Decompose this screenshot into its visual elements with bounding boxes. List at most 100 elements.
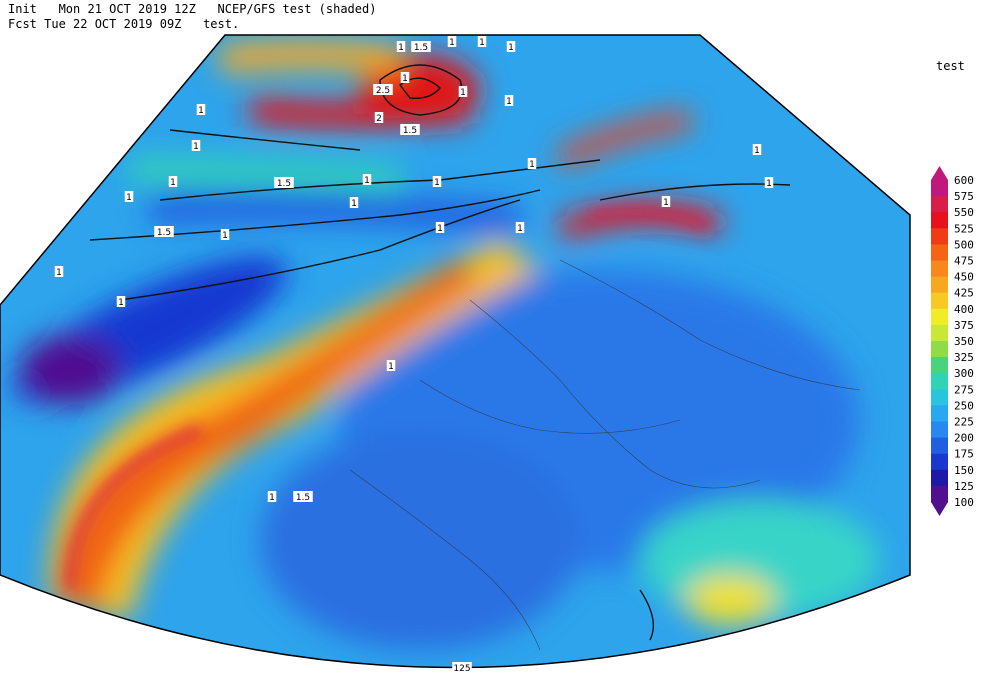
contour-label-box	[477, 36, 487, 47]
contour-label-box	[168, 176, 178, 187]
contour-label-box	[349, 197, 359, 208]
contour-label-box	[116, 296, 126, 307]
header-line: Fcst Tue 22 OCT 2019 09Z test.	[8, 17, 239, 31]
contour-label: 1	[508, 43, 514, 53]
colorbar-label: 275	[954, 383, 974, 396]
colorbar-swatch	[931, 357, 948, 374]
contour-label-box	[374, 112, 384, 123]
contour-label-box	[373, 84, 393, 95]
colorbar-swatch	[931, 469, 948, 487]
colorbar-label: 375	[954, 319, 974, 332]
contour-label: 1	[126, 193, 132, 203]
map-field	[0, 35, 910, 668]
contour-label-box	[506, 41, 516, 52]
header-line: Init Mon 21 OCT 2019 12Z NCEP/GFS test (…	[8, 2, 376, 16]
contour-label-box	[661, 196, 671, 207]
colorbar-title: test	[936, 59, 965, 73]
contour-label: 1	[766, 179, 772, 189]
contour-label: 1	[402, 74, 408, 84]
colorbar-label: 325	[954, 351, 974, 364]
contour-label-box	[386, 360, 396, 371]
colorbar-label: 450	[954, 271, 974, 284]
colorbar-swatch	[931, 292, 948, 310]
colorbar-label: 500	[954, 238, 974, 251]
contour-label: 1.5	[157, 228, 171, 238]
contour-label-box	[396, 41, 406, 52]
colorbar-label: 475	[954, 255, 974, 268]
contour-label-box	[54, 266, 64, 277]
contour-label-box	[411, 41, 431, 52]
contour-label: 1	[663, 198, 669, 208]
colorbar-swatch	[931, 341, 948, 358]
contour-label-box	[452, 662, 472, 673]
contour-label: 1.5	[296, 493, 310, 503]
contour-label-box	[274, 177, 294, 188]
contour-label: 1	[434, 178, 440, 188]
contour-label-box	[362, 174, 372, 185]
colorbar-label: 525	[954, 222, 974, 235]
contour-label: 1	[364, 176, 370, 186]
contour-label: 1.5	[277, 179, 291, 189]
contour-label: 1	[460, 88, 466, 98]
contour-label: 1	[506, 97, 512, 107]
colorbar-label: 225	[954, 416, 974, 429]
contour-label: 1	[222, 231, 228, 241]
colorbar-arrow	[931, 502, 948, 516]
contour-label-box	[220, 229, 230, 240]
colorbar-swatch	[931, 373, 948, 390]
contour-label: 1	[193, 142, 199, 152]
colorbar-swatch	[931, 180, 948, 197]
contour-label: 1	[388, 362, 394, 372]
contour-label-box	[764, 177, 774, 188]
colorbar-swatch	[931, 485, 948, 503]
contour-label-box	[458, 86, 468, 97]
colorbar-swatch	[931, 389, 948, 406]
colorbar-label: 350	[954, 335, 974, 348]
contour-label: 1	[198, 106, 204, 116]
contour-label: 1	[398, 43, 404, 53]
colorbar-label: 575	[954, 190, 974, 203]
contour-label: 1	[170, 178, 176, 188]
colorbar-swatch	[931, 421, 948, 439]
colorbar-label: 150	[954, 464, 974, 477]
contour-label: 125	[453, 664, 470, 674]
colorbar-label: 600	[954, 174, 974, 187]
colorbar-label: 550	[954, 206, 974, 219]
colorbar-swatch	[931, 276, 948, 294]
contour-label: 1	[479, 38, 485, 48]
contour-label: 1	[437, 224, 443, 234]
contour-label: 2.5	[376, 86, 390, 96]
contour-label-box	[293, 491, 313, 502]
colorbar-label: 175	[954, 448, 974, 461]
contour-label-box	[124, 191, 134, 202]
contour-label-box	[515, 222, 525, 233]
colorbar-swatch	[931, 196, 948, 213]
colorbar-swatch	[931, 324, 948, 342]
contour-label-box	[267, 491, 277, 502]
contour-label: 1	[529, 160, 535, 170]
colorbar-swatch	[931, 244, 948, 261]
contour-label-box	[504, 95, 514, 106]
contour-label-box	[191, 140, 201, 151]
contour-label: 1	[56, 268, 62, 278]
colorbar-swatch	[931, 308, 948, 326]
contour-label: 2	[376, 114, 382, 124]
contour-label: 1	[351, 199, 357, 209]
contour-label-box	[447, 36, 457, 47]
contour-label-box	[527, 158, 537, 169]
colorbar-swatch	[931, 453, 948, 471]
colorbar-label: 100	[954, 496, 974, 509]
colorbar-label: 425	[954, 287, 974, 300]
colorbar: 600 575 550 525 500 475 450 425 400 375 350 325 300 2…	[931, 166, 974, 516]
contour-label: 1.5	[403, 126, 417, 136]
contour-label: 1	[118, 298, 124, 308]
contour-label: 1.5	[414, 43, 428, 53]
colorbar-label: 125	[954, 480, 974, 493]
colorbar-swatch	[931, 437, 948, 455]
colorbar-label: 200	[954, 432, 974, 445]
colorbar-swatch	[931, 405, 948, 422]
colorbar-swatch	[931, 260, 948, 278]
colorbar-label: 300	[954, 367, 974, 380]
colorbar-arrow	[931, 166, 948, 180]
